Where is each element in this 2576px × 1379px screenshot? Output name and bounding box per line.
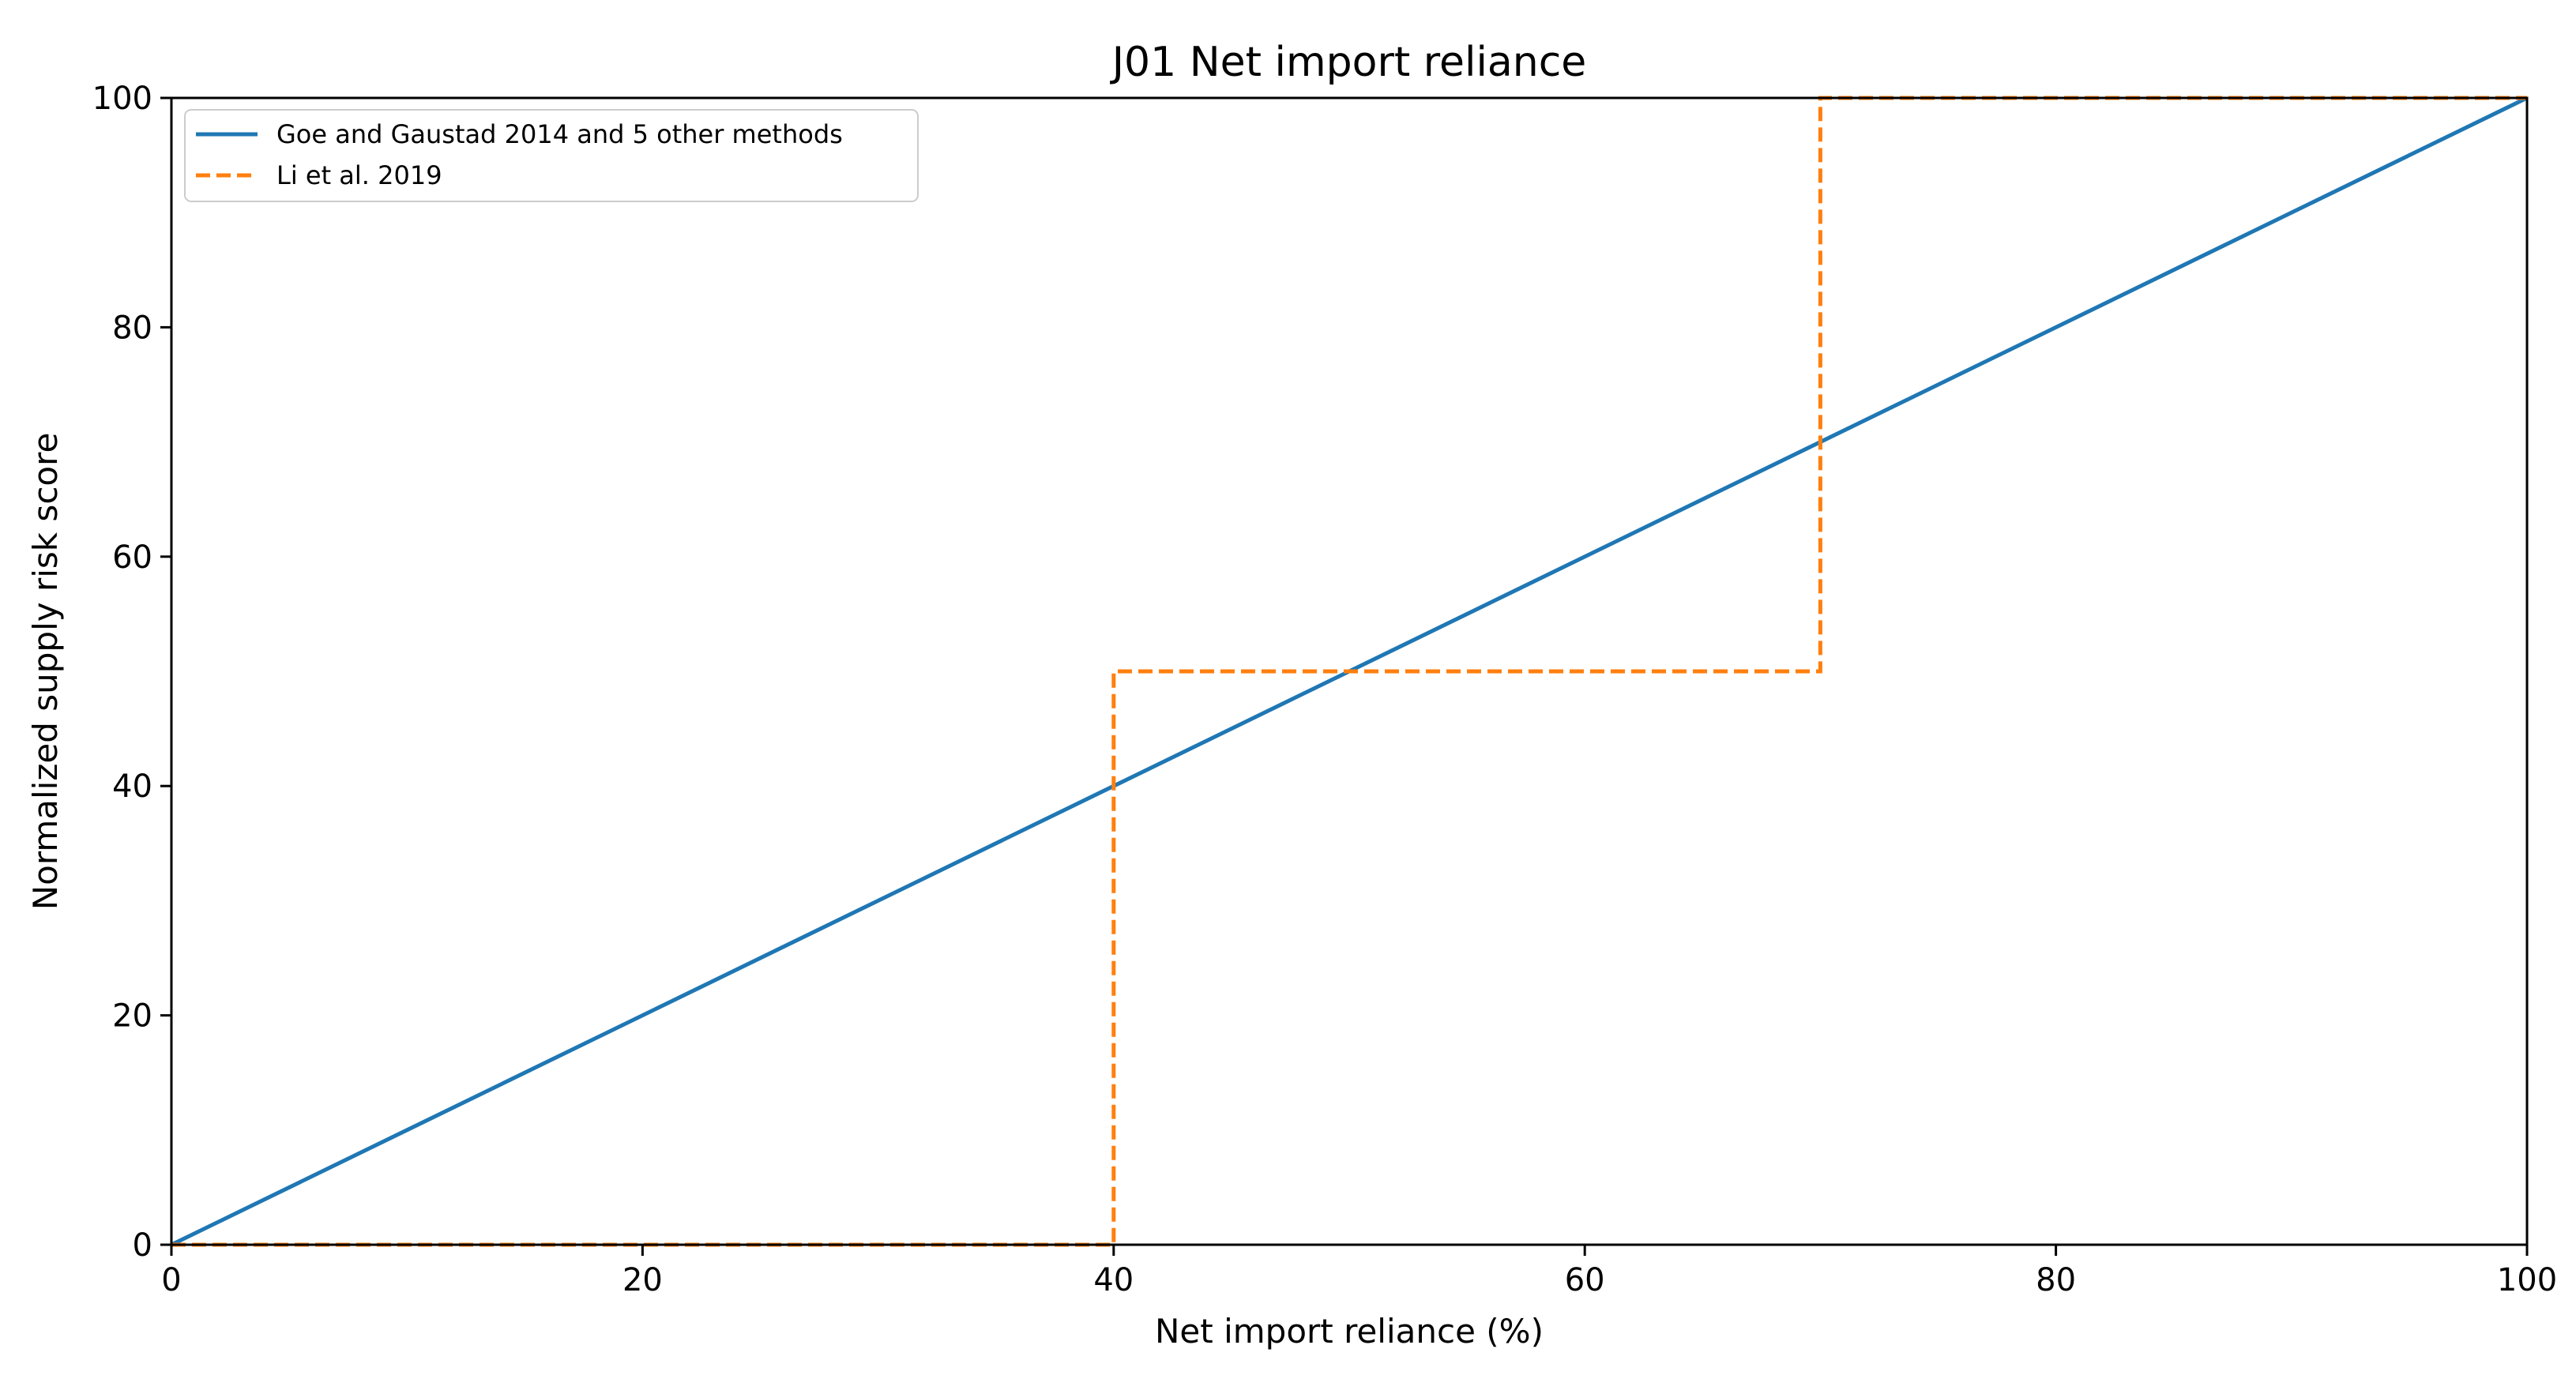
x-tick-label: 40 [1093, 1262, 1134, 1298]
y-tick-label: 100 [92, 81, 152, 117]
x-axis-label: Net import reliance (%) [1155, 1312, 1544, 1351]
legend-box [184, 109, 919, 202]
y-tick-label: 20 [112, 998, 152, 1035]
x-axis-ticks: 0 20 40 60 80 100 [161, 1245, 2557, 1298]
x-tick-label: 100 [2497, 1262, 2557, 1298]
legend-label-li: Li et al. 2019 [276, 160, 442, 190]
y-axis-label: Normalized supply risk score [26, 433, 65, 911]
legend: Goe and Gaustad 2014 and 5 other methods… [184, 109, 919, 202]
chart-title: J01 Net import reliance [1110, 39, 1587, 86]
y-tick-label: 80 [112, 310, 152, 346]
x-tick-label: 60 [1565, 1262, 1605, 1298]
y-tick-label: 40 [112, 768, 152, 805]
x-tick-label: 0 [161, 1262, 181, 1298]
x-tick-label: 20 [622, 1262, 663, 1298]
x-tick-label: 80 [2036, 1262, 2076, 1298]
legend-label-goe: Goe and Gaustad 2014 and 5 other methods [276, 119, 843, 149]
plot-frame [170, 96, 2529, 1246]
y-tick-label: 0 [133, 1227, 152, 1264]
y-axis-ticks: 0 20 40 60 80 100 [92, 81, 171, 1264]
y-tick-label: 60 [112, 539, 152, 576]
